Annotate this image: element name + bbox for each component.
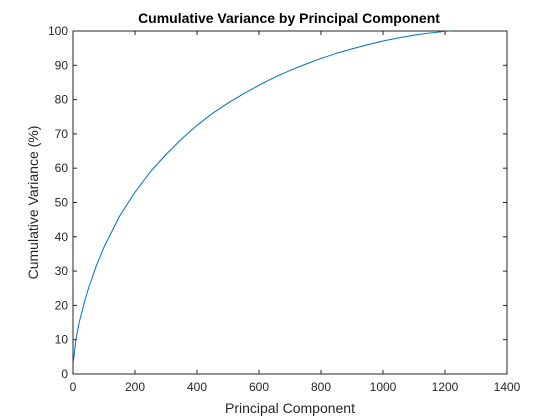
x-tick-label: 200 xyxy=(125,380,145,394)
x-axis-label: Principal Component xyxy=(225,400,355,416)
y-tick-label: 100 xyxy=(48,24,68,38)
y-tick-label: 40 xyxy=(55,230,69,244)
y-tick-label: 80 xyxy=(55,93,69,107)
y-tick-label: 50 xyxy=(55,196,69,210)
y-tick-label: 70 xyxy=(55,127,69,141)
x-tick-label: 400 xyxy=(187,380,207,394)
x-tick-label: 1400 xyxy=(494,380,521,394)
cumulative-variance-line xyxy=(72,30,452,363)
chart-title: Cumulative Variance by Principal Compone… xyxy=(138,10,440,26)
y-tick-label: 10 xyxy=(55,333,69,347)
x-tick-label: 600 xyxy=(249,380,269,394)
y-tick-label: 30 xyxy=(55,264,69,278)
y-tick-label: 0 xyxy=(61,367,68,381)
x-axis-ticks: 0 200 400 600 800 1000 1200 1400 xyxy=(70,31,521,394)
y-axis-label: Cumulative Variance (%) xyxy=(25,126,41,280)
x-tick-label: 1200 xyxy=(432,380,459,394)
x-tick-label: 1000 xyxy=(370,380,397,394)
x-tick-label: 800 xyxy=(311,380,331,394)
y-tick-label: 60 xyxy=(55,161,69,175)
y-axis-ticks: 0 10 20 30 40 50 60 70 80 90 100 xyxy=(48,24,507,381)
x-tick-label: 0 xyxy=(70,380,77,394)
y-tick-label: 90 xyxy=(55,58,69,72)
y-tick-label: 20 xyxy=(55,298,69,312)
series-layer xyxy=(72,30,452,363)
